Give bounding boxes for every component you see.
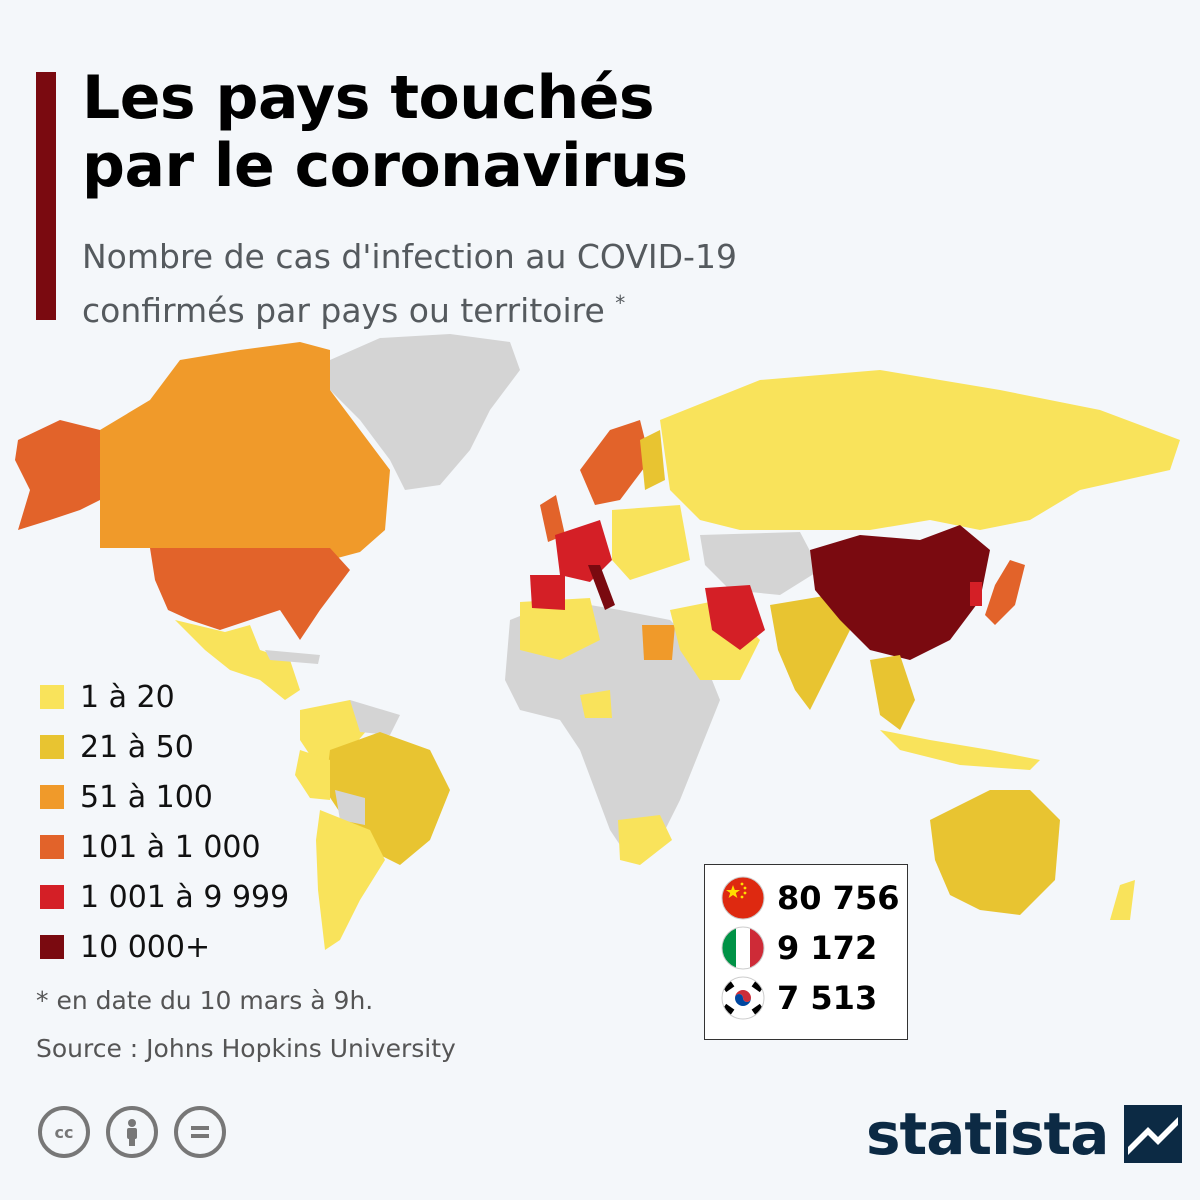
south-korea-flag: [721, 976, 765, 1020]
china-flag: [721, 876, 765, 920]
source: Source : Johns Hopkins University: [36, 1034, 456, 1063]
legend-swatch: [40, 735, 64, 759]
region-peru: [295, 750, 330, 800]
statista-wordmark: statista: [866, 1100, 1109, 1168]
legend-item: 10 000+: [40, 922, 289, 972]
legend-swatch: [40, 785, 64, 809]
region-alaska: [15, 420, 100, 530]
top-country-value: 80 756: [777, 879, 900, 917]
subtitle-line-1: Nombre de cas d'infection au COVID-19: [82, 237, 737, 276]
region-india: [770, 595, 850, 710]
region-mexico: [175, 620, 300, 700]
legend-label: 21 à 50: [80, 729, 194, 765]
subtitle-asterisk: *: [615, 291, 626, 315]
cc-icon: cc: [38, 1106, 90, 1158]
top-countries-box: 80 756 9 172 7 513: [704, 864, 908, 1040]
legend-label: 51 à 100: [80, 779, 213, 815]
legend-label: 1 à 20: [80, 679, 175, 715]
accent-bar: [36, 72, 56, 320]
region-scandinavia: [580, 420, 650, 505]
legend: 1 à 20 21 à 50 51 à 100 101 à 1 000 1 001 à …: [40, 672, 289, 972]
region-eastern-europe: [612, 505, 690, 580]
legend-item: 51 à 100: [40, 772, 289, 822]
region-north-africa: [520, 598, 600, 660]
region-usa: [150, 548, 350, 640]
region-spain: [530, 575, 565, 610]
top-country-value: 9 172: [777, 929, 878, 967]
legend-label: 10 000+: [80, 929, 211, 965]
region-egypt: [642, 625, 675, 660]
subtitle-line-2: confirmés par pays ou territoire: [82, 291, 605, 330]
legend-label: 1 001 à 9 999: [80, 879, 290, 915]
region-italy: [588, 565, 615, 610]
legend-item: 1 à 20: [40, 672, 289, 722]
region-south-korea: [970, 582, 982, 606]
legend-item: 101 à 1 000: [40, 822, 289, 872]
region-russia: [660, 370, 1180, 530]
statista-mark-icon: [1124, 1105, 1183, 1163]
legend-item: 1 001 à 9 999: [40, 872, 289, 922]
region-canada: [100, 342, 390, 560]
region-iran: [705, 585, 765, 650]
world-map: [15, 334, 1180, 950]
region-uk: [540, 495, 565, 542]
region-southeast-asia: [870, 655, 915, 730]
top-country-row: 80 756: [721, 873, 907, 923]
top-country-row: 9 172: [721, 923, 907, 973]
region-greenland: [330, 334, 520, 490]
region-finland: [640, 430, 665, 490]
footnote: * en date du 10 mars à 9h.: [36, 986, 374, 1015]
legend-swatch: [40, 885, 64, 909]
legend-swatch: [40, 685, 64, 709]
region-new-zealand: [1110, 880, 1135, 920]
no-derivatives-icon: [174, 1106, 226, 1158]
statista-logo: statista: [866, 1100, 1183, 1168]
region-indonesia: [880, 730, 1040, 770]
legend-label: 101 à 1 000: [80, 829, 261, 865]
legend-item: 21 à 50: [40, 722, 289, 772]
title-line-2: par le coronavirus: [82, 131, 688, 201]
region-bolivia-grey: [335, 790, 365, 825]
legend-swatch: [40, 835, 64, 859]
license-icons: cc: [38, 1106, 226, 1158]
top-country-value: 7 513: [777, 979, 878, 1017]
attribution-icon: [106, 1106, 158, 1158]
region-australia: [930, 790, 1060, 915]
legend-swatch: [40, 935, 64, 959]
page-title: Les pays touchés par le coronavirus: [82, 64, 688, 200]
title-line-1: Les pays touchés: [82, 63, 655, 133]
region-west-africa: [580, 690, 612, 718]
top-country-row: 7 513: [721, 973, 907, 1023]
svg-text:cc: cc: [55, 1123, 74, 1142]
region-japan: [985, 560, 1025, 625]
region-central-asia: [700, 532, 820, 595]
region-china: [810, 525, 990, 660]
italy-flag: [721, 926, 765, 970]
region-argentina: [316, 810, 385, 950]
region-africa: [505, 600, 720, 860]
region-guiana-grey: [350, 700, 400, 735]
subtitle: Nombre de cas d'infection au COVID-19 co…: [82, 234, 842, 334]
region-caribbean: [265, 650, 320, 664]
region-south-africa: [618, 815, 672, 865]
